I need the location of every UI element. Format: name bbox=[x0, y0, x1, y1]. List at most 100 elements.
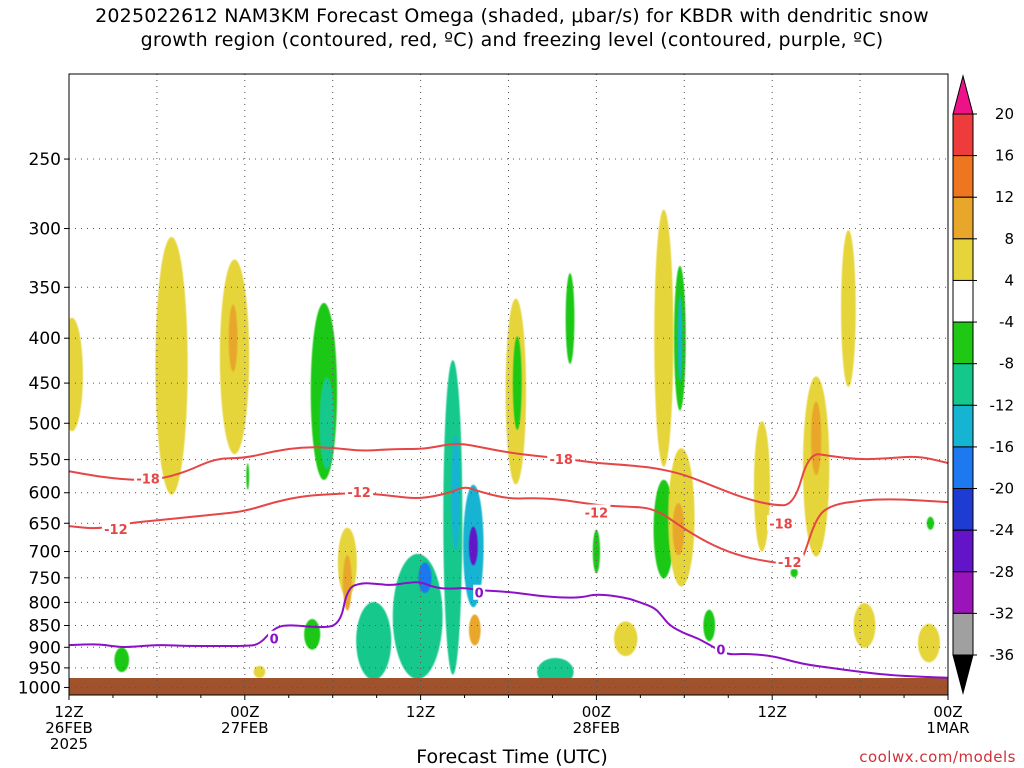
contour-label-1-0: -12 bbox=[104, 523, 128, 538]
omega-region-36 bbox=[790, 568, 798, 578]
y-tick-label-600: 600 bbox=[29, 484, 61, 504]
x-tick-label-5-0: 00Z bbox=[933, 703, 962, 721]
colorbar-label-13: -36 bbox=[990, 646, 1015, 664]
y-tick-label-950: 950 bbox=[29, 659, 61, 679]
colorbar-swatch-8 bbox=[952, 446, 974, 490]
y-tick-label-850: 850 bbox=[29, 617, 61, 637]
contour-label-bg bbox=[766, 515, 795, 531]
x-tick-label-0-0: 12Z bbox=[54, 703, 83, 721]
colorbar-label-4: 4 bbox=[1004, 271, 1014, 289]
contour-label-1-2: -12 bbox=[585, 507, 609, 522]
contour-label-2-2: 0 bbox=[716, 643, 725, 658]
omega-region-0 bbox=[69, 317, 83, 432]
contour-label-bg bbox=[473, 584, 486, 600]
omega-region-38 bbox=[253, 665, 266, 678]
contour-label-0-1: -18 bbox=[549, 453, 573, 468]
omega-region-20 bbox=[592, 529, 601, 574]
contour-label-1-3: -12 bbox=[778, 556, 802, 571]
x-tick-label-3-0: 00Z bbox=[582, 703, 611, 721]
colorbar-label-1: 16 bbox=[995, 147, 1014, 165]
x-tick-label-3-1: 28FEB bbox=[573, 719, 620, 737]
omega-shading bbox=[69, 209, 940, 686]
contour-label-bg bbox=[345, 484, 374, 500]
y-tick-label-400: 400 bbox=[29, 329, 61, 349]
isotherm-0 bbox=[69, 443, 948, 507]
colorbar-label-12: -32 bbox=[990, 604, 1015, 622]
omega-region-31 bbox=[811, 401, 822, 475]
omega-region-19 bbox=[565, 273, 575, 364]
colorbar-swatch-1 bbox=[952, 155, 974, 198]
omega-region-8 bbox=[356, 601, 392, 680]
colorbar-swatch-6 bbox=[952, 363, 974, 406]
colorbar-swatch-9 bbox=[952, 488, 974, 531]
contour-label-bg bbox=[775, 554, 804, 570]
x-tick-label-2-0: 12Z bbox=[406, 703, 435, 721]
colorbar-top-arrow bbox=[952, 74, 974, 115]
omega-region-14 bbox=[468, 526, 478, 566]
contour-label-2-1: 0 bbox=[475, 587, 484, 602]
colorbar-label-10: -24 bbox=[990, 521, 1015, 539]
colorbar-swatch-11 bbox=[952, 571, 974, 614]
omega-region-15 bbox=[468, 614, 481, 646]
contour-label-bg bbox=[714, 641, 727, 657]
x-tick-label-1-0: 00Z bbox=[230, 703, 259, 721]
credit-link[interactable]: coolwx.com/models bbox=[859, 748, 1016, 766]
omega-region-34 bbox=[917, 623, 940, 663]
omega-region-9 bbox=[392, 553, 443, 679]
omega-region-7 bbox=[342, 555, 352, 611]
isotherm-2 bbox=[69, 581, 948, 679]
colorbar-swatch-4 bbox=[952, 279, 974, 323]
contour-label-0-0: -18 bbox=[136, 473, 160, 488]
colorbar-label-6: -8 bbox=[999, 355, 1014, 373]
colorbar-label-9: -20 bbox=[990, 480, 1015, 498]
omega-region-29 bbox=[753, 421, 771, 552]
contour-label-1-1: -12 bbox=[347, 486, 371, 501]
omega-region-3 bbox=[228, 304, 238, 372]
y-tick-label-800: 800 bbox=[29, 593, 61, 613]
x-tick-label-0-1: 26FEB bbox=[45, 719, 92, 737]
x-tick-label-4-0: 12Z bbox=[758, 703, 787, 721]
colorbar-swatch-5 bbox=[952, 321, 974, 365]
contour-label-0-2: -18 bbox=[769, 517, 793, 532]
omega-region-40 bbox=[246, 463, 250, 490]
y-tick-label-550: 550 bbox=[29, 451, 61, 471]
omega-region-32 bbox=[841, 230, 856, 387]
colorbar-label-2: 12 bbox=[995, 188, 1014, 206]
contour-label-bg bbox=[101, 521, 130, 537]
omega-region-1 bbox=[155, 236, 188, 495]
y-tick-label-350: 350 bbox=[29, 278, 61, 298]
colorbar-label-5: -4 bbox=[999, 313, 1014, 331]
colorbar: 20 16 12 8 4 -4 -8 -12 -16 -20 -24 -28 -32 -36 bbox=[952, 74, 1015, 695]
colorbar-label-8: -16 bbox=[990, 438, 1015, 456]
colorbar-label-0: 20 bbox=[995, 105, 1014, 123]
omega-region-23 bbox=[677, 295, 683, 382]
y-tick-label-750: 750 bbox=[29, 569, 61, 589]
contour-label-bg bbox=[547, 450, 576, 466]
contour-lines: -18 -18 -18 -12 -12 -12 -12 0 0 0 bbox=[69, 443, 948, 679]
chart-title-line2: growth region (contoured, red, ºC) and f… bbox=[140, 29, 884, 51]
colorbar-swatch-2 bbox=[952, 196, 974, 240]
omega-region-33 bbox=[853, 603, 876, 648]
omega-region-35 bbox=[926, 516, 935, 530]
y-tick-label-700: 700 bbox=[29, 543, 61, 563]
y-tick-label-300: 300 bbox=[29, 220, 61, 240]
omega-region-5 bbox=[319, 377, 335, 470]
grid-lines bbox=[69, 74, 948, 695]
colorbar-swatch-0 bbox=[952, 113, 974, 157]
colorbar-swatch-12 bbox=[952, 612, 974, 656]
x-axis-title: Forecast Time (UTC) bbox=[416, 746, 608, 768]
omega-region-26 bbox=[672, 503, 685, 556]
x-tick-label-0-2: 2025 bbox=[50, 735, 88, 753]
omega-region-39 bbox=[304, 619, 321, 650]
x-tick-label-1-1: 27FEB bbox=[221, 719, 268, 737]
y-axis: 2503003504004505005506006507007508008509… bbox=[18, 150, 949, 700]
colorbar-swatch-3 bbox=[952, 238, 974, 281]
x-tick-label-5-1: 1MAR bbox=[926, 719, 969, 737]
colorbar-swatch-10 bbox=[952, 529, 974, 573]
colorbar-label-11: -28 bbox=[990, 563, 1015, 581]
y-tick-label-450: 450 bbox=[29, 374, 61, 394]
y-tick-label-650: 650 bbox=[29, 514, 61, 534]
contour-label-bg bbox=[582, 504, 611, 520]
